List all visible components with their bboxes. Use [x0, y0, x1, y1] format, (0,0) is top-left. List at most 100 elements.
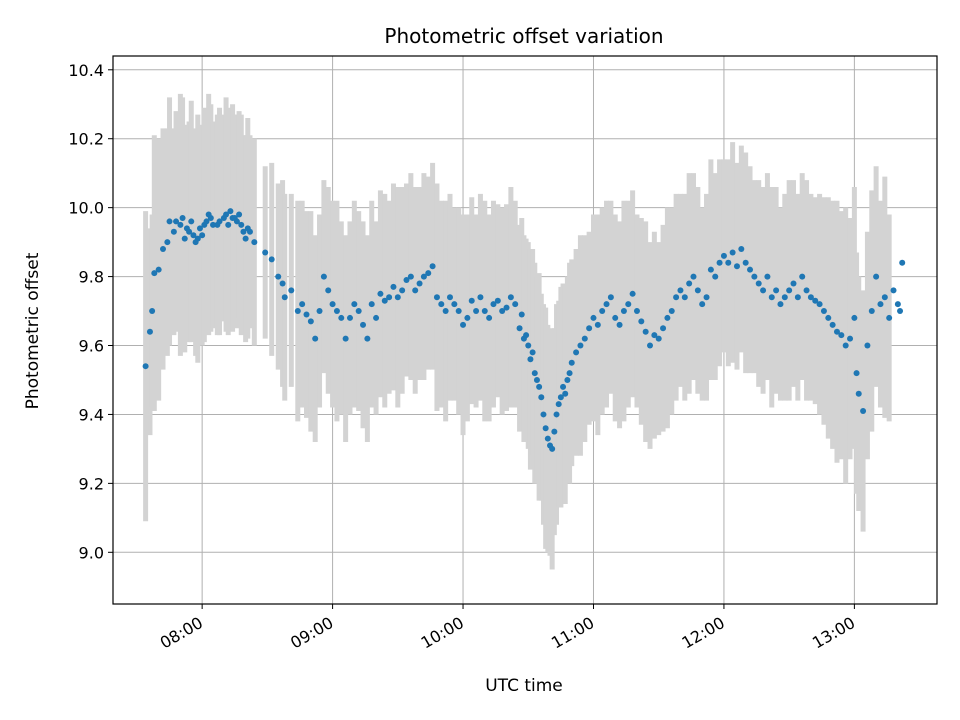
data-point — [390, 283, 397, 290]
data-point — [186, 228, 193, 235]
data-point — [725, 259, 732, 266]
data-point — [518, 311, 525, 318]
data-point — [542, 425, 549, 432]
data-point — [733, 263, 740, 270]
x-axis-label: UTC time — [485, 676, 563, 696]
data-points — [142, 208, 906, 452]
data-point — [855, 390, 862, 397]
data-point — [638, 318, 645, 325]
data-point — [170, 228, 177, 235]
data-point — [477, 294, 484, 301]
plot-area-frame — [112, 55, 938, 605]
data-point — [833, 328, 840, 335]
data-point — [642, 328, 649, 335]
data-point — [603, 301, 610, 308]
data-point — [399, 287, 406, 294]
data-point — [177, 221, 184, 228]
data-point — [540, 411, 547, 418]
y-tick-label: 10.4 — [68, 61, 104, 80]
data-point — [373, 314, 380, 321]
data-point — [620, 308, 627, 315]
data-point — [316, 308, 323, 315]
y-tick-label: 10.2 — [68, 130, 104, 149]
y-tick-label: 10.0 — [68, 199, 104, 218]
data-point — [851, 314, 858, 321]
data-point — [279, 280, 286, 287]
data-point — [803, 287, 810, 294]
data-point — [853, 370, 860, 377]
data-point — [360, 321, 367, 328]
data-point — [312, 335, 319, 342]
data-point — [433, 294, 440, 301]
data-point — [425, 270, 432, 277]
data-point — [527, 356, 534, 363]
data-point — [233, 218, 240, 225]
data-point — [812, 297, 819, 304]
data-point — [899, 259, 906, 266]
y-axis-label: Photometric offset — [23, 252, 43, 409]
data-point — [747, 266, 754, 273]
data-point — [164, 239, 171, 246]
data-point — [142, 363, 149, 370]
data-point — [338, 314, 345, 321]
data-point — [890, 287, 897, 294]
data-point — [673, 294, 680, 301]
data-point — [407, 273, 414, 280]
data-point — [820, 308, 827, 315]
data-point — [499, 308, 506, 315]
data-point — [781, 294, 788, 301]
data-point — [420, 273, 427, 280]
data-point — [716, 259, 723, 266]
data-point — [386, 294, 393, 301]
data-point — [342, 335, 349, 342]
data-point — [581, 335, 588, 342]
y-tick-label: 9.2 — [79, 474, 104, 493]
data-point — [451, 301, 458, 308]
data-point — [516, 325, 523, 332]
data-point — [464, 314, 471, 321]
y-tick-label: 9.8 — [79, 268, 104, 287]
data-point — [210, 221, 217, 228]
data-point — [181, 235, 188, 242]
data-point — [438, 301, 445, 308]
data-point — [594, 321, 601, 328]
data-point — [562, 390, 569, 397]
data-point — [742, 259, 749, 266]
data-point — [668, 308, 675, 315]
data-point — [586, 325, 593, 332]
data-point — [612, 314, 619, 321]
y-tick-label: 9.0 — [79, 543, 104, 562]
y-axis-ticks: 9.0 9.2 9.4 9.6 9.8 10.0 10.2 10.4 — [68, 61, 113, 562]
data-point — [503, 304, 510, 311]
data-point — [149, 308, 156, 315]
data-point — [240, 228, 247, 235]
data-point — [179, 214, 186, 221]
data-point — [394, 294, 401, 301]
data-point — [897, 308, 904, 315]
data-point — [490, 301, 497, 308]
data-point — [194, 235, 201, 242]
data-point — [794, 294, 801, 301]
data-point — [564, 376, 571, 383]
data-point — [607, 294, 614, 301]
data-point — [346, 314, 353, 321]
data-point — [188, 218, 195, 225]
data-point — [160, 246, 167, 253]
data-point — [842, 342, 849, 349]
data-point — [536, 383, 543, 390]
data-point — [860, 407, 867, 414]
data-point — [577, 342, 584, 349]
data-point — [655, 335, 662, 342]
data-point — [381, 297, 388, 304]
data-point — [699, 301, 706, 308]
data-point — [694, 287, 701, 294]
data-point — [625, 301, 632, 308]
data-point — [729, 249, 736, 256]
data-point — [442, 308, 449, 315]
data-point — [760, 287, 767, 294]
data-point — [629, 290, 636, 297]
data-point — [553, 411, 560, 418]
data-point — [460, 321, 467, 328]
data-point — [738, 246, 745, 253]
